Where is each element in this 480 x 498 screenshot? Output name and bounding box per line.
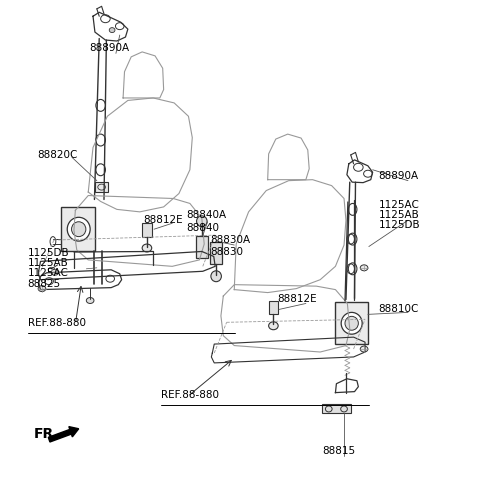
Ellipse shape — [67, 217, 90, 241]
Ellipse shape — [345, 316, 359, 330]
Text: 88810C: 88810C — [378, 304, 419, 314]
Ellipse shape — [142, 244, 152, 252]
Text: 1125AB: 1125AB — [378, 210, 419, 220]
Text: FR.: FR. — [34, 427, 60, 441]
Bar — [210, 242, 222, 264]
Text: 88812E: 88812E — [277, 294, 317, 304]
FancyArrow shape — [48, 427, 79, 442]
Bar — [336, 302, 368, 344]
Text: 1125AC: 1125AC — [28, 268, 69, 278]
Ellipse shape — [109, 27, 115, 32]
Ellipse shape — [72, 222, 86, 237]
Text: 1125AB: 1125AB — [28, 258, 68, 268]
Ellipse shape — [197, 216, 207, 227]
Text: 88890A: 88890A — [90, 43, 130, 53]
Text: 88840A: 88840A — [187, 210, 227, 220]
Text: 88825: 88825 — [28, 278, 61, 289]
Ellipse shape — [211, 271, 221, 282]
Bar — [322, 404, 351, 413]
Text: 88820C: 88820C — [37, 150, 78, 160]
Text: 88815: 88815 — [322, 446, 355, 456]
Ellipse shape — [38, 286, 46, 292]
Ellipse shape — [51, 269, 59, 275]
Text: REF.88-880: REF.88-880 — [28, 318, 85, 328]
Bar — [269, 300, 278, 314]
Text: REF.88-880: REF.88-880 — [161, 390, 219, 400]
Ellipse shape — [360, 265, 368, 271]
Text: 88830A: 88830A — [210, 235, 251, 245]
Ellipse shape — [86, 297, 94, 303]
Ellipse shape — [360, 346, 368, 352]
Text: 88812E: 88812E — [144, 215, 183, 225]
Bar — [142, 223, 152, 237]
Text: 88890A: 88890A — [378, 171, 419, 181]
Text: 1125DB: 1125DB — [378, 220, 420, 230]
Ellipse shape — [341, 312, 362, 334]
Text: 88840: 88840 — [187, 223, 219, 233]
Ellipse shape — [269, 322, 278, 330]
Bar — [95, 182, 108, 192]
Text: 1125DB: 1125DB — [28, 248, 69, 258]
Text: 88830: 88830 — [210, 248, 243, 257]
Bar — [61, 207, 96, 251]
Text: 1125AC: 1125AC — [378, 200, 419, 210]
Bar — [196, 236, 207, 258]
